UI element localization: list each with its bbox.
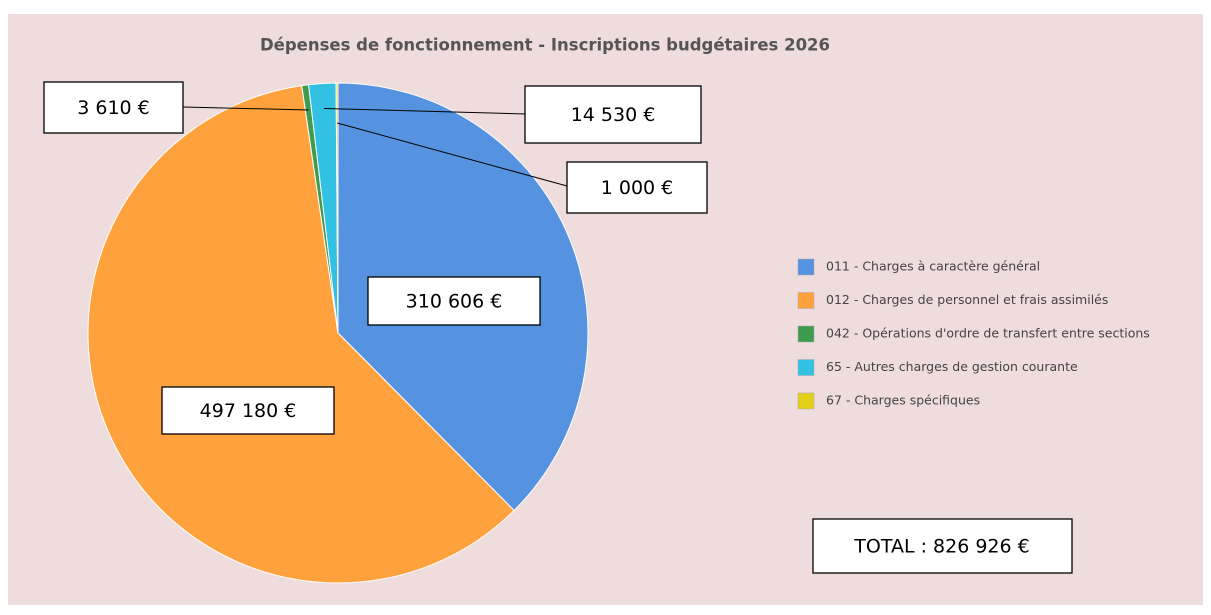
leader-line [182,106,309,111]
legend-swatch [797,258,815,276]
leader-line [323,107,526,115]
leader-line [337,122,568,187]
data-label-box [161,386,335,435]
data-label: 1 000 € [601,177,674,199]
total-label: TOTAL : 826 926 € [853,536,1029,558]
data-label: 310 606 € [406,291,503,313]
legend-label: 67 - Charges spécifiques [826,393,980,408]
legend-swatch [797,392,815,410]
chart-title: Dépenses de fonctionnement - Inscription… [260,36,830,55]
legend-swatch [797,292,815,309]
data-label: 14 530 € [571,104,656,126]
legend-label: 042 - Opérations d'ordre de transfert en… [826,326,1150,341]
data-label-box [566,161,708,214]
legend-label: 012 - Charges de personnel et frais assi… [826,292,1108,307]
pie-slice [87,85,515,584]
data-label-box [43,81,184,134]
legend-swatch [797,359,815,376]
pie-slice [335,82,339,334]
total-box [812,518,1073,574]
legend-swatch [797,325,815,343]
data-label-box [524,85,702,144]
legend-label: 65 - Autres charges de gestion courante [826,359,1078,374]
data-label: 3 610 € [77,97,150,119]
data-label-box [367,276,541,326]
data-label: 497 180 € [200,400,297,422]
legend-label: 011 - Charges à caractère général [826,259,1040,274]
